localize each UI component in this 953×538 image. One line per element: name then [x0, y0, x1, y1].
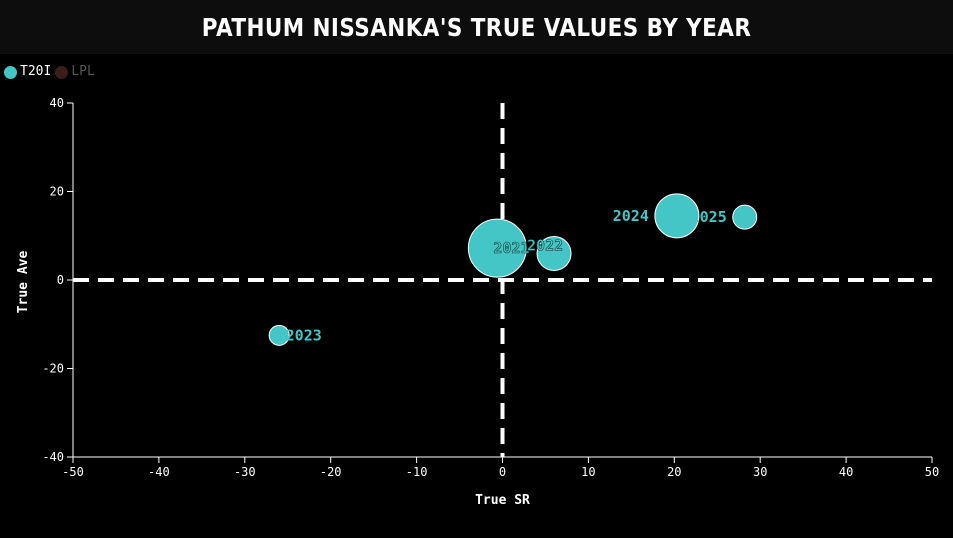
legend-label: T20I: [20, 64, 52, 79]
legend-dot-icon: [4, 65, 17, 79]
data-label-2023: 2023: [286, 326, 322, 344]
data-point-2023[interactable]: [268, 324, 290, 346]
data-label-2021: 2021: [493, 239, 529, 257]
x-tick: 50: [925, 457, 939, 479]
legend-label: LPL: [71, 64, 95, 79]
x-tick-label: -40: [148, 465, 170, 479]
y-tick-label: 40: [50, 96, 64, 110]
y-tick: 40: [50, 96, 73, 110]
x-tick: 30: [753, 457, 767, 479]
data-point-2021[interactable]: [467, 218, 527, 278]
data-point-2022[interactable]: [536, 235, 572, 271]
x-tick: -20: [320, 457, 342, 479]
x-tick: 40: [839, 457, 853, 479]
x-tick: 10: [581, 457, 596, 479]
x-tick-label: -30: [234, 465, 256, 479]
x-tick-label: 0: [499, 465, 506, 479]
x-tick-label: -10: [406, 465, 428, 479]
x-tick: -40: [148, 457, 170, 479]
y-axis-title: True Ave: [16, 251, 31, 314]
x-axis-title: True SR: [475, 493, 530, 508]
y-tick: 0: [57, 273, 73, 287]
y-tick: 20: [50, 185, 73, 199]
x-tick-label: -50: [62, 465, 84, 479]
x-tick-label: 50: [925, 465, 939, 479]
y-tick-label: -20: [42, 362, 64, 376]
title-bar: Pathum Nissanka's True Values by Year: [0, 0, 953, 54]
legend-item-lpl[interactable]: LPL: [55, 64, 95, 80]
x-tick: -50: [62, 457, 84, 479]
y-tick: -20: [42, 362, 73, 376]
x-tick-label: 30: [753, 465, 767, 479]
x-tick-label: 20: [667, 465, 681, 479]
y-tick: -40: [42, 450, 73, 464]
legend-item-t20i[interactable]: T20I: [4, 64, 51, 80]
y-tick-label: 0: [57, 273, 64, 287]
y-tick-label: -40: [42, 450, 64, 464]
x-tick: -30: [234, 457, 256, 479]
x-tick: 20: [667, 457, 682, 479]
chart-title: Pathum Nissanka's True Values by Year: [201, 12, 752, 42]
y-tick-label: 20: [50, 185, 64, 199]
data-point-2025[interactable]: [732, 204, 758, 230]
data-label-2024: 2024: [613, 207, 649, 225]
data-label-2025: 2025: [691, 208, 727, 226]
x-tick: -10: [406, 457, 428, 479]
x-tick-label: -20: [320, 465, 342, 479]
data-point-2024[interactable]: [654, 193, 700, 239]
legend-dot-icon: [55, 65, 69, 79]
reference-lines: [73, 103, 932, 457]
data-label-2022: 2022: [527, 236, 563, 254]
x-tick-label: 10: [581, 465, 595, 479]
legend: T20I LPL: [4, 64, 99, 80]
x-tick: 0: [499, 457, 506, 479]
x-tick-label: 40: [839, 465, 853, 479]
